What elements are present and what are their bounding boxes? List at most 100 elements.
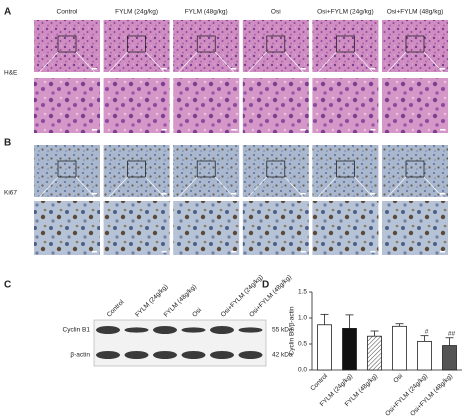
zoom-line bbox=[284, 176, 310, 204]
scale-bar bbox=[440, 129, 445, 131]
inset-box bbox=[266, 160, 286, 178]
significance: ## bbox=[448, 330, 456, 337]
micrograph bbox=[242, 20, 309, 72]
protein-label: Cyclin B1 bbox=[63, 327, 91, 334]
blot-band bbox=[153, 326, 177, 334]
micrograph bbox=[34, 201, 100, 255]
micrograph bbox=[242, 201, 309, 255]
zoom-line bbox=[242, 176, 268, 204]
zoom-line bbox=[75, 176, 101, 204]
blot-band bbox=[238, 351, 263, 359]
blot-band bbox=[181, 327, 206, 333]
zoom-line bbox=[381, 176, 407, 204]
blot-band bbox=[153, 351, 177, 359]
protein-label: β-actin bbox=[70, 352, 90, 359]
inset-box bbox=[127, 35, 146, 53]
panel-label: B bbox=[4, 138, 11, 149]
zoom-line bbox=[423, 51, 449, 79]
micrograph bbox=[173, 201, 240, 255]
zoom-line bbox=[312, 176, 337, 204]
zoom-line bbox=[354, 51, 379, 79]
column-label: Osi bbox=[271, 9, 281, 16]
blot-band bbox=[124, 327, 149, 333]
scale-bar bbox=[92, 129, 97, 131]
bar bbox=[392, 325, 407, 371]
inset-box bbox=[196, 160, 216, 178]
blot-band bbox=[181, 351, 206, 359]
micrograph bbox=[242, 78, 309, 133]
x-tick-label: Osi+FYLM (24g/kg) bbox=[384, 373, 429, 418]
micrograph bbox=[103, 145, 170, 197]
scale-bar bbox=[440, 68, 445, 70]
y-tick-label: 0.0 bbox=[298, 367, 307, 374]
column-label: FYLM (48g/kg) bbox=[185, 9, 228, 16]
zoom-line bbox=[284, 51, 310, 79]
y-tick-label: 1.5 bbox=[298, 289, 307, 296]
zoom-line bbox=[33, 176, 59, 204]
scale-bar bbox=[370, 68, 376, 70]
zoom-line bbox=[214, 51, 240, 79]
micrograph bbox=[382, 145, 448, 197]
inset-box bbox=[127, 160, 146, 178]
scale-bar bbox=[161, 251, 167, 253]
micrograph bbox=[173, 20, 240, 72]
panel-label: C bbox=[4, 280, 11, 291]
scale-bar bbox=[300, 68, 306, 70]
zoom-line bbox=[354, 176, 379, 204]
zoom-line bbox=[33, 51, 59, 79]
micrograph bbox=[173, 145, 240, 197]
size-label: 42 kDa bbox=[272, 352, 293, 359]
scale-bar bbox=[370, 129, 376, 131]
y-axis-label: Cyclin B1/β-actin bbox=[289, 306, 296, 355]
micrograph bbox=[34, 78, 100, 133]
zoom-line bbox=[145, 51, 170, 79]
scale-bar bbox=[370, 251, 376, 253]
scale-bar bbox=[231, 193, 237, 195]
scale-bar bbox=[92, 193, 97, 195]
column-label: Osi+FYLM (24g/kg) bbox=[317, 9, 374, 16]
scale-bar bbox=[161, 129, 167, 131]
inset-box bbox=[57, 160, 77, 178]
zoom-line bbox=[214, 176, 240, 204]
micrograph bbox=[312, 145, 379, 197]
zoom-line bbox=[145, 176, 170, 204]
bar bbox=[317, 324, 332, 371]
bar bbox=[367, 335, 382, 371]
blot-band bbox=[124, 351, 149, 359]
scale-bar bbox=[92, 251, 97, 253]
micrograph bbox=[382, 78, 448, 133]
scale-bar bbox=[231, 68, 237, 70]
blot-band bbox=[238, 327, 263, 333]
size-label: 55 kDa bbox=[272, 327, 293, 334]
inset-box bbox=[336, 35, 355, 53]
zoom-line bbox=[172, 51, 198, 79]
inset-box bbox=[336, 160, 355, 178]
scale-bar bbox=[300, 251, 306, 253]
scale-bar bbox=[231, 129, 237, 131]
column-label: Osi+FYLM (48g/kg) bbox=[387, 9, 444, 16]
zoom-line bbox=[423, 176, 449, 204]
inset-box bbox=[266, 35, 286, 53]
blot-frame bbox=[93, 319, 267, 367]
column-label: FYLM (24g/kg) bbox=[115, 9, 158, 16]
scale-bar bbox=[440, 251, 445, 253]
micrograph bbox=[242, 145, 309, 197]
blot-band bbox=[96, 326, 120, 334]
zoom-line bbox=[242, 51, 268, 79]
bar bbox=[342, 327, 357, 371]
x-tick-label: Control bbox=[309, 372, 329, 392]
blot-band bbox=[210, 351, 234, 359]
zoom-line bbox=[312, 51, 337, 79]
row-label: Ki67 bbox=[4, 190, 17, 197]
micrograph bbox=[103, 201, 170, 255]
micrograph bbox=[34, 145, 100, 197]
zoom-line bbox=[75, 51, 101, 79]
micrograph bbox=[382, 201, 448, 255]
inset-box bbox=[405, 160, 425, 178]
inset-box bbox=[57, 35, 77, 53]
scale-bar bbox=[300, 193, 306, 195]
blot-band bbox=[210, 326, 234, 334]
micrograph bbox=[312, 20, 379, 72]
panel-label: A bbox=[4, 7, 11, 18]
